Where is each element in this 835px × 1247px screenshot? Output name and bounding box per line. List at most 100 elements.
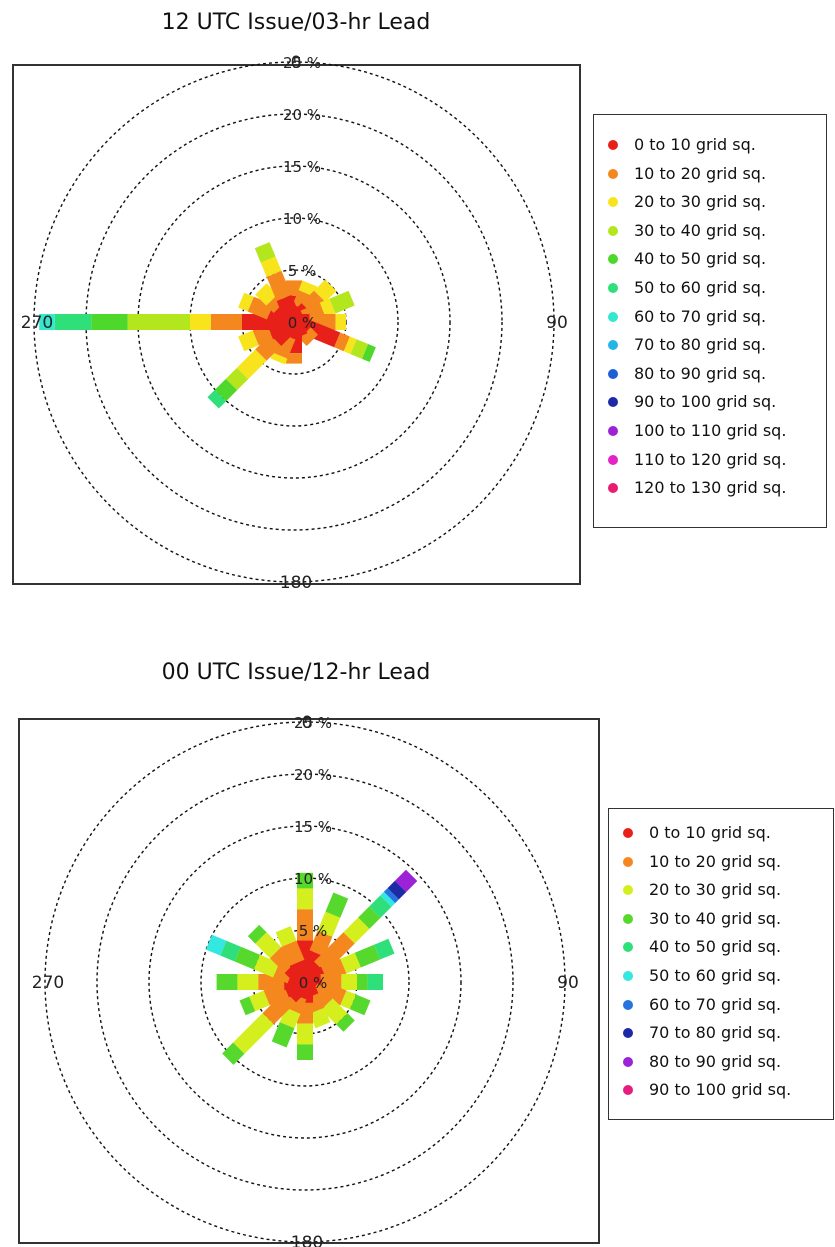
legend-label: 70 to 80 grid sq. xyxy=(649,1023,782,1043)
windrose-bar-segment xyxy=(297,1023,313,1045)
radial-tick-label: 5 % xyxy=(288,262,317,280)
legend-swatch xyxy=(608,483,618,494)
windrose-bar-segment xyxy=(269,946,296,973)
windrose-bar-segment xyxy=(236,349,267,380)
windrose-bar-segment xyxy=(369,895,392,918)
windrose-bar-segment xyxy=(262,991,296,1025)
radial-tick-label: 5 % xyxy=(299,922,328,940)
windrose-bar-segment xyxy=(222,1042,245,1065)
windrose-bar-segment xyxy=(238,330,259,352)
legend-label: 30 to 40 grid sq. xyxy=(634,220,767,240)
plot-frame: 0 % 5 % 10 % 15 % 20 % 25 % 0 90 180 270 xyxy=(12,53,581,593)
windrose-bar-segment xyxy=(249,990,270,1012)
angle-label: 0 xyxy=(302,713,313,733)
windrose-bar-segment xyxy=(334,332,350,352)
windrose-bar-segment xyxy=(319,298,336,318)
legend-swatch xyxy=(608,311,618,322)
windrose-bar-segment xyxy=(91,314,128,330)
grid-rings xyxy=(44,721,566,1243)
angle-label: 180 xyxy=(291,1233,323,1247)
legend-swatch xyxy=(623,942,633,953)
windrose-bar-segment xyxy=(255,932,282,959)
windrose-bar-segment xyxy=(207,389,227,409)
legend-label: 10 to 20 grid sq. xyxy=(634,163,767,183)
radial-tick-label: 0 % xyxy=(288,314,317,332)
radial-tick-label: 20 % xyxy=(283,106,321,124)
windrose-bar-segment xyxy=(276,294,302,326)
legend-swatch xyxy=(623,856,633,867)
legend-swatch xyxy=(608,168,618,179)
grid-ring xyxy=(200,877,410,1087)
legend-label: 110 to 120 grid sq. xyxy=(634,449,787,469)
legend-swatch xyxy=(608,340,618,351)
legend: 0 to 10 grid sq. 10 to 20 grid sq. 20 to 3… xyxy=(608,808,834,1120)
legend-label: 80 to 90 grid sq. xyxy=(634,363,767,383)
windrose-bar-segment xyxy=(205,934,227,956)
legend-swatch xyxy=(623,1028,633,1039)
windrose-bar-segment xyxy=(297,909,313,941)
windrose-bar-segment xyxy=(374,938,395,960)
legend: 0 to 10 grid sq. 10 to 20 grid sq. 20 to 3… xyxy=(593,114,827,528)
windrose-bar-segment xyxy=(358,906,381,929)
windrose-bar-segment xyxy=(343,917,370,944)
windrose-bar-segment xyxy=(214,378,238,402)
windrose-bar-segment xyxy=(340,952,361,974)
windrose-bar-segment xyxy=(233,1013,274,1054)
legend-label: 0 to 10 grid sq. xyxy=(649,823,771,842)
windrose-bar-segment xyxy=(362,344,376,363)
legend-swatch xyxy=(608,368,618,379)
windrose-bar-segment xyxy=(275,926,297,947)
windrose-bar-segment xyxy=(387,880,407,900)
legend-swatch xyxy=(608,254,618,265)
legend-label: 70 to 80 grid sq. xyxy=(634,335,767,355)
windrose-bar-segment xyxy=(325,892,349,918)
windrose-bar-segment xyxy=(216,974,238,990)
angle-labels: 0 90 180 270 xyxy=(21,53,568,593)
windrose-bar-segment xyxy=(309,1007,331,1029)
legend-swatch xyxy=(608,140,618,150)
windrose-bar-segment xyxy=(239,996,256,1016)
windrose-bar-segment xyxy=(317,911,341,938)
windrose-bar-segment xyxy=(255,334,282,361)
legend-swatch xyxy=(608,426,618,436)
legend-swatch xyxy=(608,225,618,236)
windrose-bar-segment xyxy=(335,314,346,330)
windrose-bar-segment xyxy=(367,974,383,990)
windrose-bar-segment xyxy=(299,327,319,347)
grid-ring xyxy=(33,61,555,583)
grid-ring xyxy=(85,113,503,531)
windrose-bar-segment xyxy=(289,959,313,986)
windrose-bar-segment xyxy=(356,974,368,990)
windrose-bar-segment xyxy=(127,314,190,330)
windrose-bar-segment xyxy=(286,353,302,364)
angle-label: 270 xyxy=(32,973,64,993)
windrose-bar-segment xyxy=(237,974,259,990)
grid-ring xyxy=(96,773,514,1191)
windrose-bar-segment xyxy=(343,336,357,355)
windrose-bar-segment xyxy=(341,974,357,990)
angle-label: 90 xyxy=(557,973,579,993)
legend-swatch xyxy=(623,885,633,896)
windrose-bar-segment xyxy=(190,314,211,330)
windrose-bar-segment xyxy=(340,990,357,1010)
windrose-bar-segment xyxy=(316,980,347,1006)
legend-label: 50 to 60 grid sq. xyxy=(634,278,767,297)
angle-label: 90 xyxy=(546,313,568,333)
angle-label: 180 xyxy=(280,573,312,593)
windrose-bar-segment xyxy=(260,256,282,278)
windrose-chart-00utc: 00 UTC Issue/12-hr Lead 0 % 5 % 10 % 15 % 20… xyxy=(0,640,835,1247)
grid-ring xyxy=(44,721,566,1243)
angle-label: 270 xyxy=(21,313,53,333)
legend-swatch xyxy=(608,283,618,293)
windrose-bar-segment xyxy=(220,940,241,962)
legend-label: 60 to 70 grid sq. xyxy=(634,306,767,326)
windrose-bar-segment xyxy=(297,872,313,889)
legend-label: 30 to 40 grid sq. xyxy=(649,908,782,928)
radial-tick-labels: 0 % 5 % 10 % 15 % 20 % 25 % xyxy=(283,54,321,332)
windrose-bar-segment xyxy=(349,994,371,1016)
grid-ring xyxy=(137,165,451,479)
legend-swatch xyxy=(623,999,633,1010)
legend-label: 120 to 130 grid sq. xyxy=(634,478,787,498)
windrose-bar-segment xyxy=(297,1044,313,1060)
windrose-bar-segment xyxy=(234,946,261,970)
